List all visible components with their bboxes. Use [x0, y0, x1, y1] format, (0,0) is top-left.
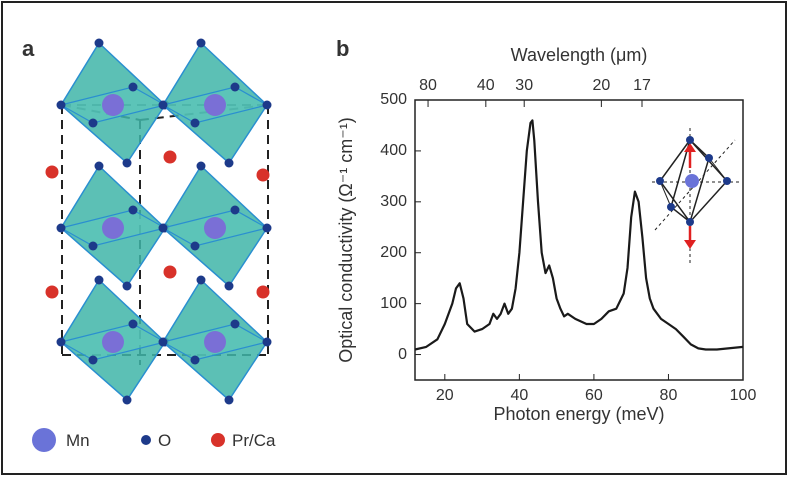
panel-label: a [22, 36, 35, 61]
o-atom [122, 281, 132, 291]
x2-tick-label: 40 [477, 77, 495, 94]
o-atom [224, 158, 234, 168]
o-atom [56, 337, 66, 347]
x-tick-label: 80 [660, 387, 678, 404]
mn-atom [204, 94, 226, 116]
o-atom [94, 161, 104, 171]
prca-atom [163, 150, 177, 164]
o-atom [122, 395, 132, 405]
prca-atom [256, 168, 270, 182]
mn-atom [204, 331, 226, 353]
y-axis-label: Optical conductivity (Ω⁻¹ cm⁻¹) [336, 117, 356, 363]
y-tick-label: 100 [380, 295, 407, 312]
o-atom [128, 319, 138, 329]
o-atom [196, 161, 206, 171]
o-atom [190, 355, 200, 365]
o-atom [122, 158, 132, 168]
o-atom [230, 205, 240, 215]
x-tick-label: 60 [585, 387, 603, 404]
inset-diagram [652, 128, 740, 265]
crystal-structure [45, 38, 272, 405]
prca-atom [256, 285, 270, 299]
mn-atom [102, 217, 124, 239]
legend-mn [32, 428, 56, 452]
y-tick-label: 500 [380, 91, 407, 108]
o-atom [196, 275, 206, 285]
o-atom [262, 100, 272, 110]
o-atom [158, 337, 168, 347]
o-atom [190, 118, 200, 128]
o-atom [262, 223, 272, 233]
o-atom [88, 241, 98, 251]
o-atom [128, 82, 138, 92]
o-atom [88, 118, 98, 128]
legend-prca [211, 433, 225, 447]
o-atom [88, 355, 98, 365]
legend-o [141, 435, 151, 445]
panel-label: b [336, 36, 349, 61]
o-atom [224, 281, 234, 291]
o-atom [196, 38, 206, 48]
legend-label: O [158, 431, 171, 450]
o-atom [94, 275, 104, 285]
y-tick-label: 400 [380, 142, 407, 159]
y-tick-label: 200 [380, 244, 407, 261]
o-atom [94, 38, 104, 48]
x2-tick-label: 80 [419, 77, 437, 94]
o-atom [230, 319, 240, 329]
mn-atom [102, 331, 124, 353]
o-atom [56, 223, 66, 233]
legend-label: Mn [66, 431, 90, 450]
o-atom [190, 241, 200, 251]
x-tick-label: 40 [510, 387, 528, 404]
prca-atom [45, 285, 59, 299]
y-tick-label: 300 [380, 193, 407, 210]
o-atom [224, 395, 234, 405]
x2-tick-label: 17 [633, 77, 651, 94]
mn-atom [204, 217, 226, 239]
legend-label: Pr/Ca [232, 431, 276, 450]
o-atom [158, 100, 168, 110]
prca-atom [45, 165, 59, 179]
y-tick-label: 0 [398, 346, 407, 363]
x2-axis-label: Wavelength (μm) [511, 45, 648, 65]
x-tick-label: 20 [436, 387, 454, 404]
o-atom [158, 223, 168, 233]
o-atom [128, 205, 138, 215]
x2-tick-label: 30 [515, 77, 533, 94]
prca-atom [163, 265, 177, 279]
mn-atom [102, 94, 124, 116]
o-atom [56, 100, 66, 110]
x-tick-label: 100 [730, 387, 757, 404]
plot-frame [414, 99, 744, 381]
x2-tick-label: 20 [592, 77, 610, 94]
o-atom [262, 337, 272, 347]
spectrum-line [414, 119, 744, 351]
o-atom [230, 82, 240, 92]
x-axis-label: Photon energy (meV) [493, 404, 664, 424]
